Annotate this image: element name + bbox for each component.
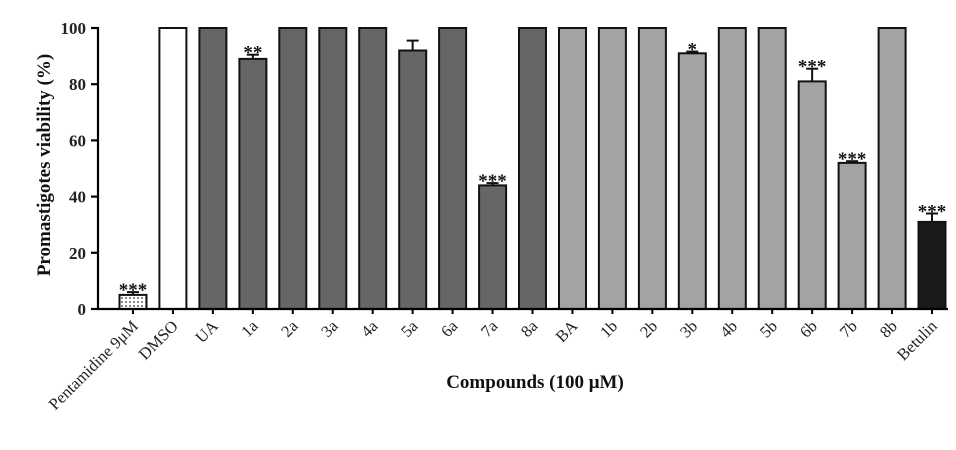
x-tick-label: 6b <box>796 316 821 341</box>
significance-label: *** <box>478 171 507 192</box>
x-tick-label: 2a <box>277 316 302 341</box>
x-tick-label: BA <box>552 316 582 346</box>
bar-1a <box>238 57 268 311</box>
bar-ba <box>558 27 587 310</box>
x-tick-label: 1b <box>596 316 621 341</box>
significance-label: *** <box>838 149 867 170</box>
y-tick-label: 80 <box>69 75 86 94</box>
significance-label: ** <box>243 43 262 64</box>
significance-label: * <box>688 40 698 61</box>
significance-label: *** <box>798 57 827 78</box>
x-tick-label: 5a <box>397 316 422 341</box>
x-tick-label: Betulin <box>893 316 941 364</box>
significance-label: *** <box>119 280 148 301</box>
bar-2b <box>637 27 667 310</box>
x-tick-label: 4b <box>716 316 741 341</box>
x-tick-label: 7b <box>836 316 861 341</box>
x-tick-label: 4a <box>357 316 382 341</box>
x-tick-label: Pentamidine 9μM <box>45 316 142 413</box>
x-tick-label: 6a <box>437 316 462 341</box>
bar-dmso <box>158 27 188 310</box>
bar-8a <box>518 27 547 310</box>
bar-7b <box>837 161 867 310</box>
bar-7a <box>478 184 508 310</box>
y-tick-label: 20 <box>69 244 86 263</box>
bar-4b <box>717 27 747 310</box>
y-tick-label: 60 <box>69 131 86 150</box>
x-tick-label: 3b <box>676 316 701 341</box>
y-tick-label: 100 <box>61 19 87 38</box>
x-tick-label: 8b <box>876 316 901 341</box>
y-tick-label: 0 <box>78 300 87 319</box>
bar-5a <box>398 49 428 310</box>
x-axis-title: Compounds (100 μM) <box>446 372 624 393</box>
y-axis-title: Promastigotes viability (%) <box>34 54 55 276</box>
bar-4a <box>358 27 388 310</box>
bar-2a <box>278 27 308 310</box>
bar-1b <box>597 27 627 310</box>
x-tick-label: 1a <box>237 316 262 341</box>
x-tick-label: UA <box>191 316 221 346</box>
bar-betulin <box>917 220 947 310</box>
bar-ua <box>198 27 228 310</box>
x-tick-label: 5b <box>756 316 781 341</box>
x-tick-label: 3a <box>317 316 342 341</box>
bar-3a <box>318 27 348 310</box>
y-tick-label: 40 <box>69 188 86 207</box>
x-tick-label: 8a <box>517 316 542 341</box>
bar-8b <box>877 27 907 310</box>
significance-label: *** <box>918 202 947 223</box>
bar-5b <box>757 27 787 310</box>
bar-6a <box>438 27 468 310</box>
bar-6b <box>797 80 827 311</box>
x-tick-label: 2b <box>636 316 661 341</box>
x-tick-label: 7a <box>477 316 502 341</box>
bar-3b <box>677 52 707 310</box>
x-tick-label: DMSO <box>135 316 182 363</box>
